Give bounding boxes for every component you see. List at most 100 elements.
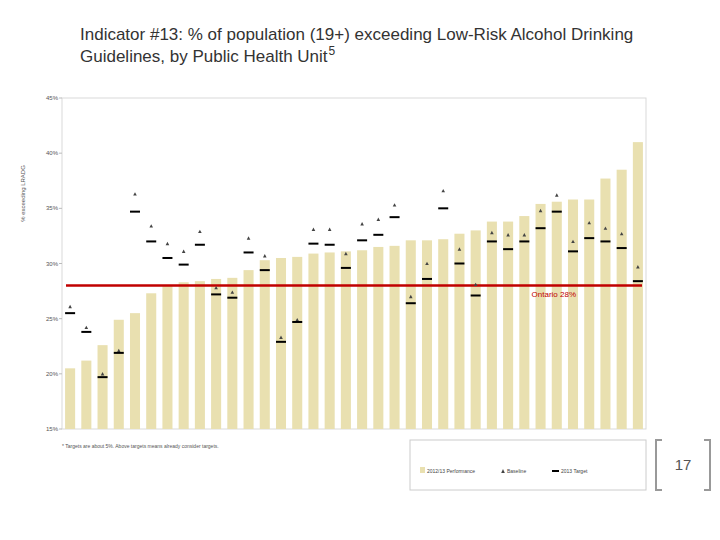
target-marker xyxy=(146,240,156,242)
y-tick xyxy=(59,373,62,374)
target-marker xyxy=(357,239,367,241)
bar xyxy=(276,258,286,429)
target-marker xyxy=(341,267,351,269)
y-tick xyxy=(59,318,62,319)
target-marker xyxy=(487,240,497,242)
legend-label: 2013 Target xyxy=(561,468,588,474)
title-superscript: 5 xyxy=(329,44,336,58)
bar xyxy=(114,320,124,429)
bracket xyxy=(704,440,710,490)
bar xyxy=(617,170,627,429)
bar xyxy=(454,234,464,429)
bar xyxy=(600,179,610,429)
bar xyxy=(422,240,432,429)
target-marker xyxy=(195,244,205,246)
target-marker xyxy=(276,341,286,343)
baseline-marker xyxy=(474,283,478,286)
baseline-marker xyxy=(231,290,235,293)
baseline-marker xyxy=(555,193,559,196)
bar xyxy=(406,240,416,429)
bar xyxy=(292,257,302,429)
plot-marks xyxy=(65,142,643,429)
baseline-marker xyxy=(409,295,413,298)
bar xyxy=(130,313,140,429)
baseline-marker xyxy=(506,233,510,236)
bar xyxy=(341,251,351,429)
target-marker xyxy=(292,321,302,323)
y-tick xyxy=(59,208,62,209)
baseline-marker xyxy=(101,372,105,375)
target-marker xyxy=(114,352,124,354)
chart: Indicator #13: % of population (19+) exc… xyxy=(0,0,720,540)
baseline-marker xyxy=(279,336,283,339)
bar xyxy=(244,270,254,429)
baseline-marker xyxy=(68,305,72,308)
baseline-marker xyxy=(263,254,267,257)
bar xyxy=(357,250,367,429)
target-marker xyxy=(130,211,140,213)
target-marker xyxy=(211,293,221,295)
target-marker xyxy=(98,376,108,378)
reference-label: Ontario 28% xyxy=(532,290,576,299)
page: Indicator #13: % of population (19+) exc… xyxy=(0,0,720,540)
footnote: * Targets are about 5%. Above targets me… xyxy=(62,443,219,449)
baseline-marker xyxy=(214,286,218,289)
target-marker xyxy=(81,331,91,333)
baseline-marker xyxy=(587,221,591,224)
target-marker xyxy=(633,280,643,282)
target-marker xyxy=(584,237,594,239)
baseline-marker xyxy=(360,222,364,225)
target-marker xyxy=(390,216,400,218)
target-marker xyxy=(503,248,513,250)
baseline-marker xyxy=(295,318,299,321)
title: Indicator #13: % of population (19+) exc… xyxy=(80,25,633,66)
baseline-marker xyxy=(636,265,640,268)
legend-swatch xyxy=(420,467,425,473)
y-tick-label: 45% xyxy=(46,95,59,101)
target-marker xyxy=(227,297,237,299)
bar xyxy=(211,279,221,429)
y-axis-label: % exceeding LRADG xyxy=(20,165,26,222)
bar xyxy=(438,239,448,429)
bar xyxy=(552,202,562,429)
y-tick-label: 30% xyxy=(46,261,59,267)
plot-frame xyxy=(62,98,646,429)
target-marker xyxy=(471,294,481,296)
target-marker xyxy=(406,302,416,304)
target-marker xyxy=(244,251,254,253)
y-tick xyxy=(59,429,62,430)
target-marker xyxy=(422,278,432,280)
baseline-marker xyxy=(490,231,494,234)
y-tick-label: 35% xyxy=(46,205,59,211)
bar xyxy=(227,278,237,429)
bar xyxy=(65,368,75,429)
baseline-marker xyxy=(344,252,348,255)
target-marker xyxy=(454,263,464,265)
baseline-marker xyxy=(166,242,170,245)
target-marker xyxy=(325,244,335,246)
baseline-marker xyxy=(571,240,575,243)
target-marker xyxy=(162,257,172,259)
bar xyxy=(487,222,497,429)
target-marker xyxy=(519,240,529,242)
bar xyxy=(81,361,91,429)
y-tick-label: 40% xyxy=(46,150,59,156)
baseline-marker xyxy=(85,326,89,329)
baseline-marker xyxy=(182,250,186,253)
baseline-marker xyxy=(425,262,429,265)
y-tick xyxy=(59,153,62,154)
page-number: 17 xyxy=(675,456,692,473)
y-tick xyxy=(59,263,62,264)
legend-swatch xyxy=(552,470,559,472)
baseline-marker xyxy=(133,192,137,195)
target-marker xyxy=(179,264,189,266)
y-tick xyxy=(59,98,62,99)
bar xyxy=(471,230,481,429)
legend-swatch xyxy=(501,469,505,473)
baseline-marker xyxy=(620,232,624,235)
baseline-marker xyxy=(247,236,251,239)
bar xyxy=(536,204,546,429)
target-marker xyxy=(373,234,383,236)
target-marker xyxy=(568,250,578,252)
bar xyxy=(390,246,400,429)
